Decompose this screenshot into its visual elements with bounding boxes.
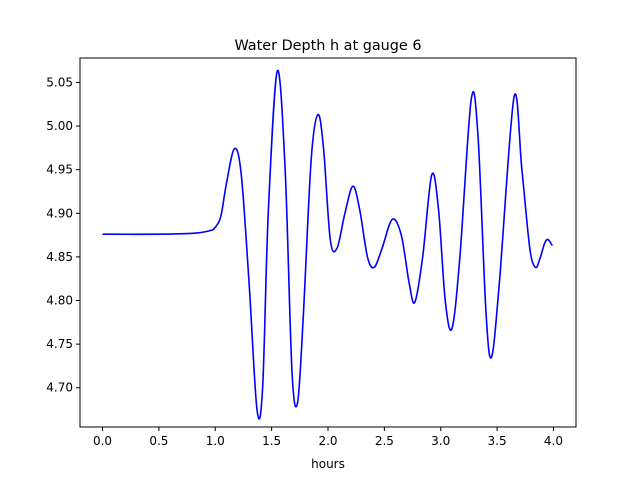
x-tick-label: 1.5 — [262, 434, 281, 448]
x-tick-label: 3.0 — [431, 434, 450, 448]
chart-title: Water Depth h at gauge 6 — [234, 38, 421, 54]
x-tick-label: 0.0 — [93, 434, 112, 448]
x-axis-label: hours — [311, 457, 345, 471]
x-axis-ticks: 0.0 0.5 1.0 1.5 2.0 2.5 3.0 3.5 4.0 — [93, 427, 563, 448]
x-tick-label: 4.0 — [544, 434, 563, 448]
y-tick-label: 4.85 — [46, 250, 73, 264]
x-tick-label: 3.5 — [488, 434, 507, 448]
x-tick-label: 2.5 — [375, 434, 394, 448]
y-tick-label: 4.70 — [46, 381, 73, 395]
y-tick-label: 4.80 — [46, 294, 73, 308]
x-tick-label: 2.0 — [318, 434, 337, 448]
y-axis-ticks: 4.70 4.75 4.80 4.85 4.90 4.95 5.00 5.05 — [46, 75, 80, 395]
plot-frame — [79, 57, 577, 428]
y-tick-label: 5.00 — [46, 119, 73, 133]
x-tick-label: 1.0 — [206, 434, 225, 448]
y-tick-label: 4.90 — [46, 206, 73, 220]
x-tick-label: 0.5 — [149, 434, 168, 448]
y-tick-label: 4.95 — [46, 163, 73, 177]
series-line-0 — [102, 69, 553, 420]
y-tick-label: 4.75 — [46, 337, 73, 351]
y-tick-label: 5.05 — [46, 75, 73, 89]
series-layer — [102, 69, 553, 420]
